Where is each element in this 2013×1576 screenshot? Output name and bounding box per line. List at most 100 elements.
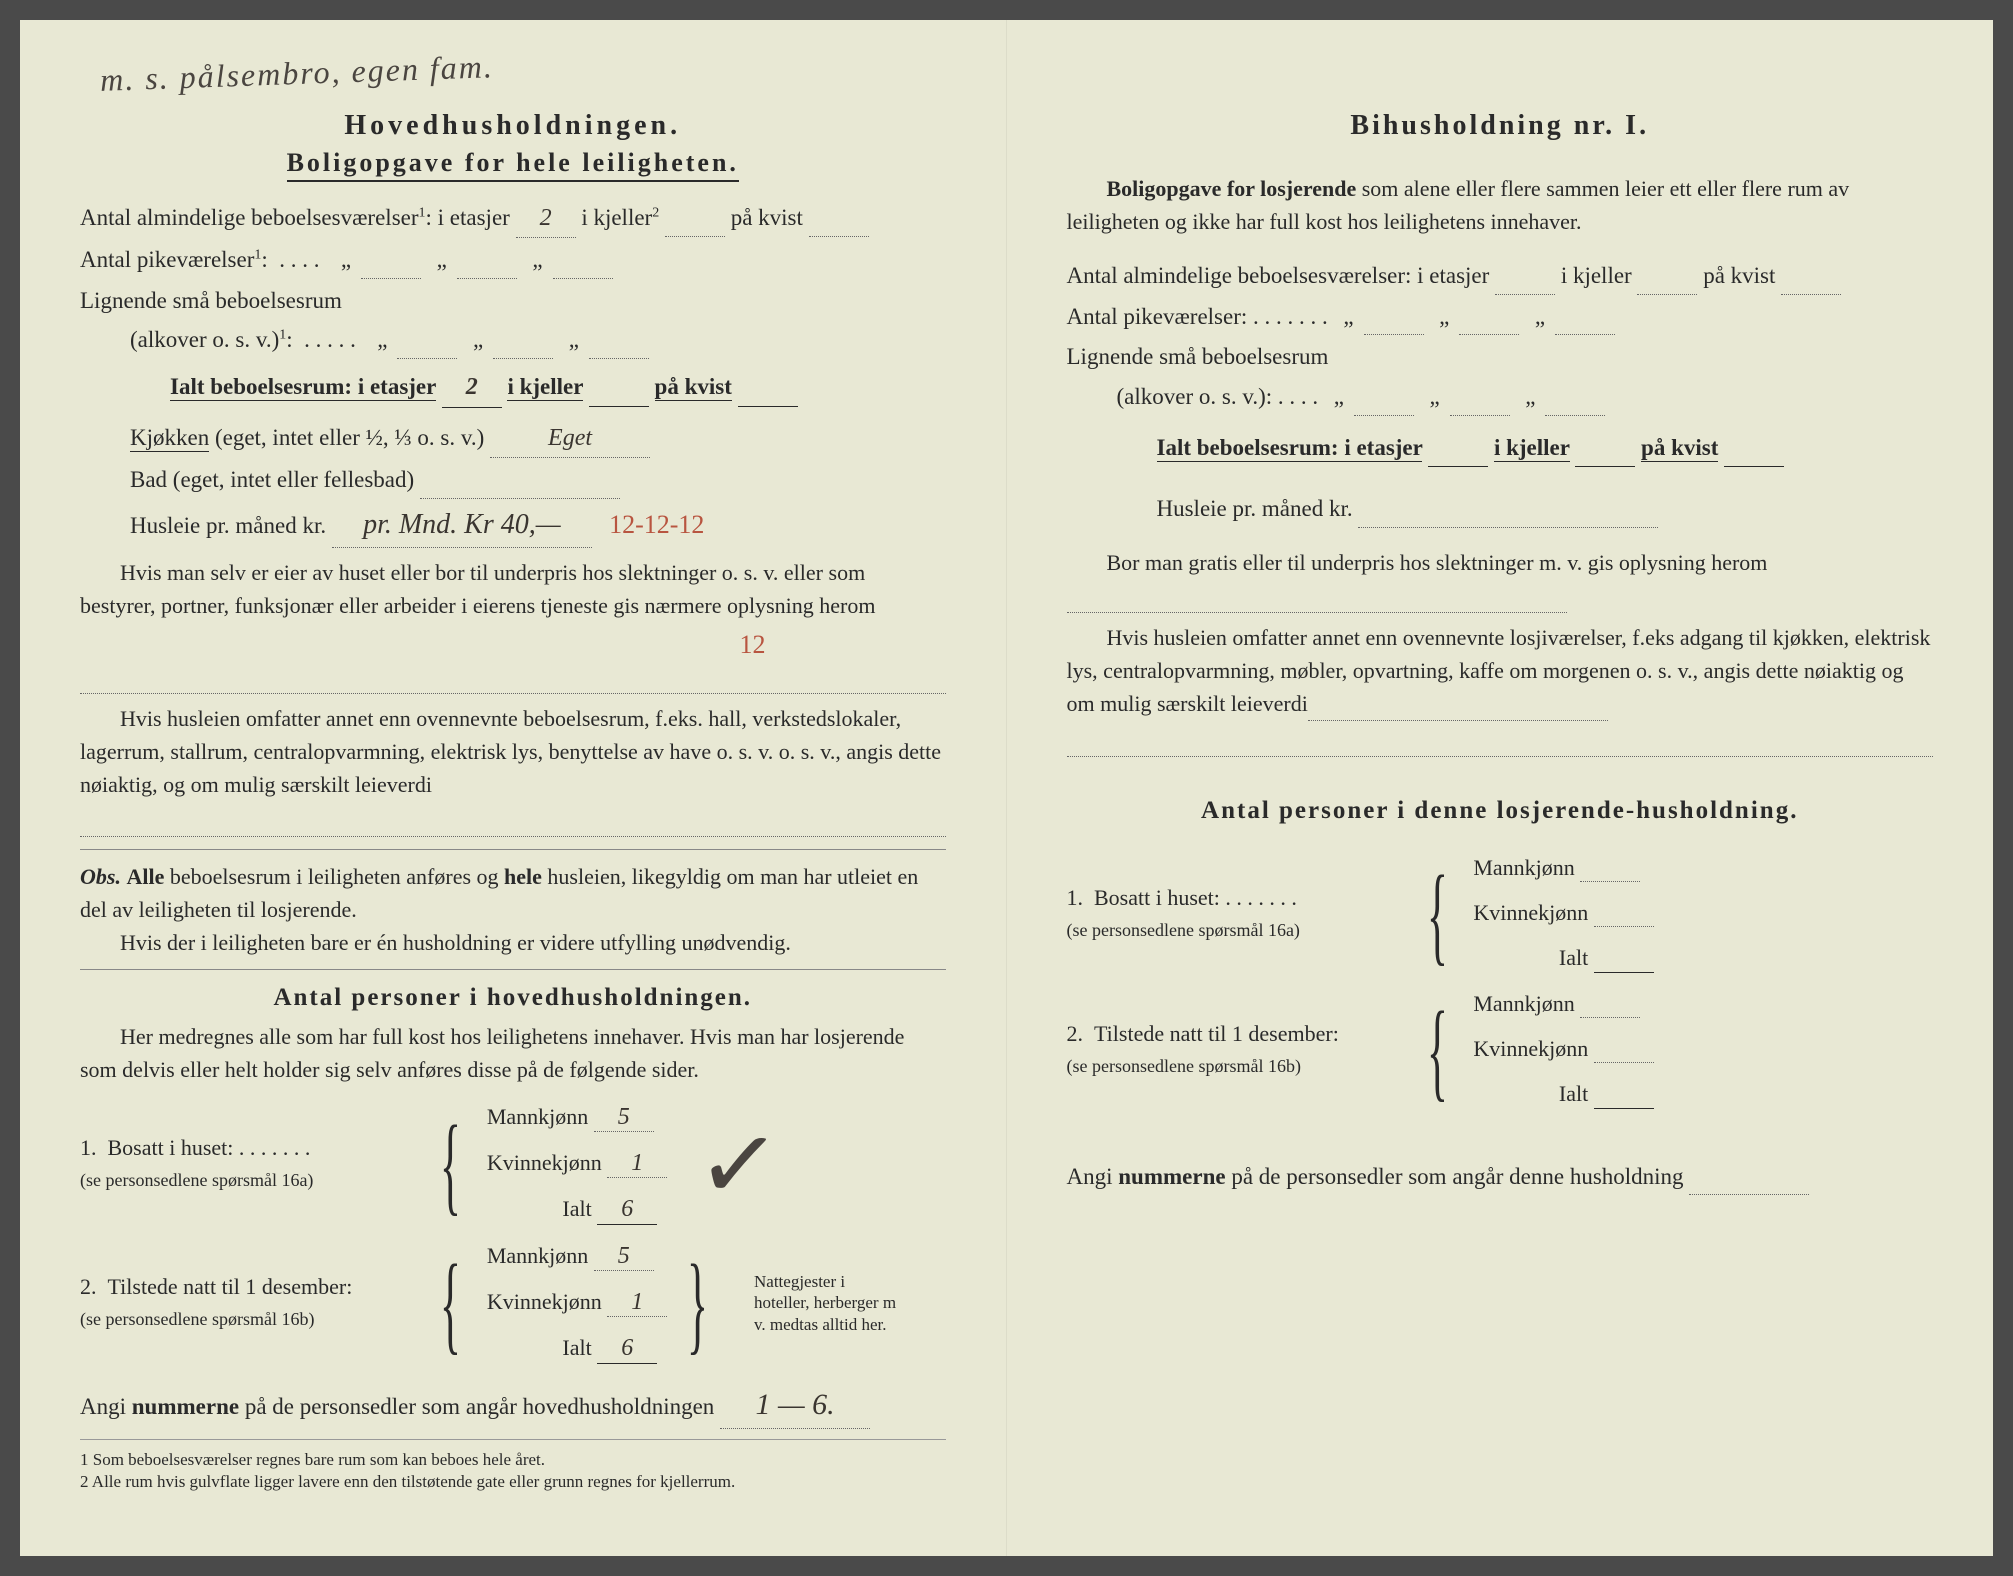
r-value-total-a xyxy=(1724,430,1784,468)
value-bath xyxy=(420,462,620,499)
label-attic: på kvist xyxy=(731,205,803,230)
row-angi: Angi nummerne på de personsedler som ang… xyxy=(80,1382,946,1430)
value-total-1: 6 xyxy=(597,1196,657,1225)
r-value-total-1 xyxy=(1594,945,1654,973)
r-label-angi-tail: på de personsedler som angår denne husho… xyxy=(1226,1164,1684,1189)
value-maid-cellar xyxy=(457,242,517,279)
q2-label: Tilstede natt til 1 desember: xyxy=(108,1274,353,1299)
r-q1-number: 1. xyxy=(1067,885,1084,910)
obs-alle: Alle xyxy=(126,864,164,889)
value-alcove-attic xyxy=(589,322,649,359)
r-blank-includes xyxy=(1308,687,1608,721)
label-cellar: i kjeller xyxy=(581,205,652,230)
label-kitchen-paren: (eget, intet eller ½, ⅓ o. s. v.) xyxy=(209,425,484,450)
label-angi-tail: på de personsedler som angår hovedhushol… xyxy=(239,1394,714,1419)
label-male-1: Mannkjønn xyxy=(487,1104,588,1129)
r-q1-row: 1. Bosatt i huset: . . . . . . . (se per… xyxy=(1067,855,1934,973)
r-value-angi xyxy=(1689,1159,1809,1196)
row-kitchen: Kjøkken (eget, intet eller ½, ⅓ o. s. v.… xyxy=(80,420,946,458)
obs-block: Obs. Alle beboelsesrum i leiligheten anf… xyxy=(80,849,946,970)
footnote-ref-1: 1 xyxy=(419,205,426,220)
right-title: Bihusholdning nr. I. xyxy=(1067,110,1934,142)
r-label-cellar: i kjeller xyxy=(1561,263,1632,288)
value-male-2: 5 xyxy=(594,1243,654,1271)
r-value-maid-f xyxy=(1364,299,1424,336)
row-maidrooms: Antal pikeværelser1: . . . . „ „ „ xyxy=(80,242,946,279)
r-value-female-2 xyxy=(1594,1036,1654,1063)
label-total-2: Ialt xyxy=(562,1335,591,1360)
q1-row: 1. Bosatt i huset: . . . . . . . (se per… xyxy=(80,1104,946,1225)
right-intro: Boligopgave for losjerende som alene ell… xyxy=(1067,172,1934,238)
value-alcove-floors xyxy=(397,322,457,359)
r-label-angi: Angi xyxy=(1067,1164,1119,1189)
q1-label: Bosatt i huset: . . . . . . . xyxy=(108,1135,311,1160)
footnote-1: 1 Som beboelsesværelser regnes bare rum … xyxy=(80,1450,946,1470)
label-nummerne: nummerne xyxy=(132,1394,239,1419)
blank-line-2 xyxy=(80,809,946,837)
r-label-alcoves: (alkover o. s. v.): . . . . xyxy=(1117,384,1319,409)
r-label-total-c: i kjeller xyxy=(1494,435,1570,462)
left-page: m. s. pålsembro, egen fam. Hovedhusholdn… xyxy=(20,20,1007,1556)
row-rent: Husleie pr. måned kr. pr. Mnd. Kr 40,— 1… xyxy=(80,503,946,547)
r-row-alcoves: (alkover o. s. v.): . . . . „ „ „ xyxy=(1067,379,1934,416)
footnote-ref-1c: 1 xyxy=(279,328,286,343)
value-total-floors: 2 xyxy=(442,369,502,408)
r-value-total-f xyxy=(1428,430,1488,468)
r-blank-line xyxy=(1067,729,1934,757)
q1-sublabel: (se personsedlene spørsmål 16a) xyxy=(80,1170,313,1190)
right-intro-bold: Boligopgave for losjerende xyxy=(1107,176,1357,201)
r-value-alc-f xyxy=(1354,379,1414,416)
value-female-2: 1 xyxy=(607,1289,667,1317)
r-q1-sublabel: (se personsedlene spørsmål 16a) xyxy=(1067,920,1300,940)
obs-t1b: beboelsesrum i leiligheten anføres og xyxy=(164,864,504,889)
r-value-total-c xyxy=(1575,430,1635,468)
r-value-floors xyxy=(1495,258,1555,295)
brace-icon: { xyxy=(1426,1006,1447,1094)
r-label-female-2: Kvinnekjønn xyxy=(1473,1036,1588,1061)
value-kitchen: Eget xyxy=(490,420,650,458)
obs-label: Obs. xyxy=(80,864,121,889)
r-value-male-2 xyxy=(1580,991,1640,1018)
r-row-similar: Lignende små beboelsesrum xyxy=(1067,339,1934,375)
left-title-main: Hovedhusholdningen. xyxy=(80,110,946,142)
r-q2-label: Tilstede natt til 1 desember: xyxy=(1094,1021,1339,1046)
r-value-alc-a xyxy=(1545,379,1605,416)
r-label-total-1: Ialt xyxy=(1559,945,1588,970)
value-maid-floors xyxy=(361,242,421,279)
label-total-cellar: i kjeller xyxy=(507,374,583,401)
value-attic-1 xyxy=(809,200,869,237)
label-bedrooms: Antal almindelige beboelsesværelser xyxy=(80,205,419,230)
r-value-alc-c xyxy=(1450,379,1510,416)
r-text-gratis: Bor man gratis eller til underpris hos s… xyxy=(1107,550,1768,575)
label-kitchen: Kjøkken xyxy=(130,425,209,452)
r-label-rent: Husleie pr. måned kr. xyxy=(1157,496,1353,521)
value-male-1: 5 xyxy=(594,1104,654,1132)
left-title-sub: Boligopgave for hele leiligheten. xyxy=(287,148,739,182)
r-label-female-1: Kvinnekjønn xyxy=(1473,900,1588,925)
value-female-1: 1 xyxy=(607,1150,667,1178)
q2-row: 2. Tilstede natt til 1 desember: (se per… xyxy=(80,1243,946,1364)
red-note-date: 12-12-12 xyxy=(609,510,704,539)
footnote-ref-2: 2 xyxy=(652,205,659,220)
r-section-persons: Antal personer i denne losjerende-hushol… xyxy=(1067,797,1934,825)
value-total-cellar xyxy=(589,369,649,407)
r-row-bedrooms: Antal almindelige beboelsesværelser: i e… xyxy=(1067,258,1934,295)
r-label-male-2: Mannkjønn xyxy=(1473,991,1574,1016)
q2-sublabel: (se personsedlene spørsmål 16b) xyxy=(80,1309,314,1329)
label-female-2: Kvinnekjønn xyxy=(487,1289,602,1314)
r-q2-number: 2. xyxy=(1067,1021,1084,1046)
brace-icon: { xyxy=(1426,870,1447,958)
label-female-1: Kvinnekjønn xyxy=(487,1150,602,1175)
r-value-total-2 xyxy=(1594,1081,1654,1109)
label-total-rooms: Ialt beboelsesrum: i etasjer xyxy=(170,374,436,401)
value-rent: pr. Mnd. Kr 40,— xyxy=(332,503,592,547)
r-label-nummerne: nummerne xyxy=(1118,1164,1225,1189)
r-row-angi: Angi nummerne på de personsedler som ang… xyxy=(1067,1159,1934,1196)
section-title-persons: Antal personer i hovedhusholdningen. xyxy=(80,984,946,1012)
label-bath: Bad (eget, intet eller fellesbad) xyxy=(130,467,414,492)
label-angi: Angi xyxy=(80,1394,132,1419)
value-floors-1: 2 xyxy=(516,200,576,238)
r-para-includes: Hvis husleien omfatter annet enn ovennev… xyxy=(1067,621,1934,721)
census-form-document: m. s. pålsembro, egen fam. Hovedhusholdn… xyxy=(20,20,1993,1556)
label-floors: : i etasjer xyxy=(426,205,510,230)
